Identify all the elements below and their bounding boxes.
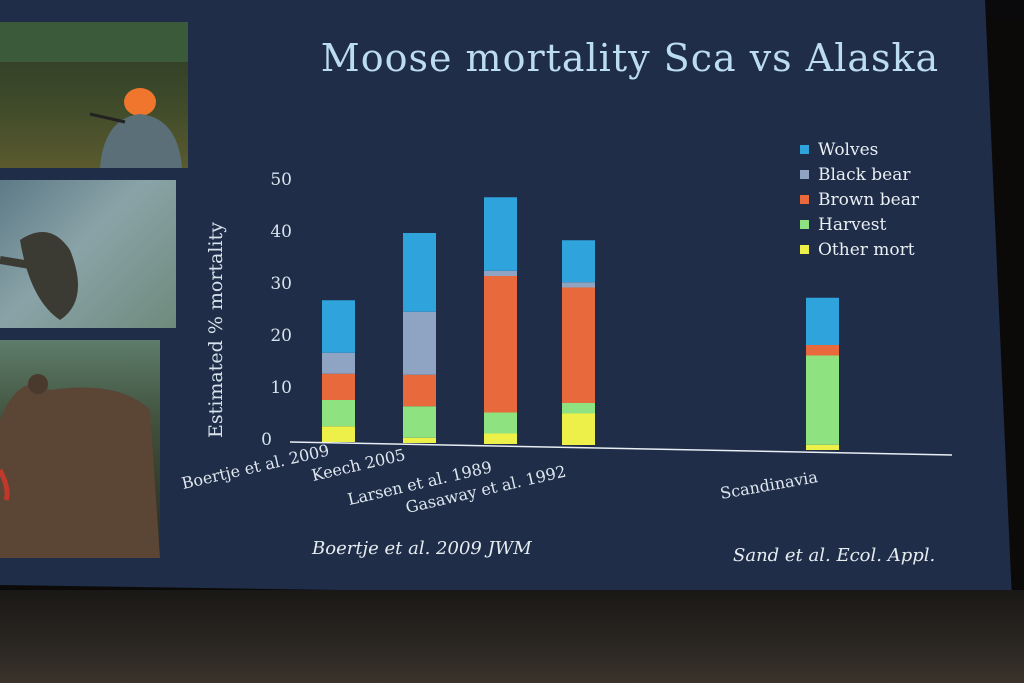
citation-left: Boertje et al. 2009 JWM	[312, 538, 532, 559]
x-axis-line	[289, 441, 953, 456]
bar-segment	[322, 373, 355, 400]
bar-segment	[562, 403, 595, 414]
photo-brown-bear	[0, 340, 160, 558]
bar-segment	[403, 406, 436, 438]
citation-right: Sand et al. Ecol. Appl.	[733, 545, 936, 566]
legend-label: Other mort	[818, 239, 915, 260]
bear-tree-illustration	[0, 232, 78, 320]
y-tick-label: 50	[270, 170, 292, 190]
slide-title: Moose mortality Sca vs Alaska	[320, 36, 940, 80]
chart-legend: Wolves Black bear Brown bear Harvest Oth…	[800, 137, 919, 262]
bar-segment	[806, 297, 839, 345]
y-tick-label: 20	[270, 326, 292, 346]
bar-segment	[403, 374, 436, 407]
legend-swatch	[800, 195, 809, 204]
bar-segment	[403, 233, 436, 312]
bar-segment	[403, 311, 436, 375]
y-tick-label: 30	[270, 274, 292, 294]
legend-label: Wolves	[818, 139, 879, 160]
bar-segment	[484, 412, 517, 434]
y-tick-label: 10	[270, 378, 292, 398]
bar-segment	[806, 355, 839, 445]
bar-group	[322, 197, 839, 450]
bar-segment	[403, 437, 436, 443]
legend-label: Brown bear	[818, 189, 919, 210]
legend-item-other-mort: Other mort	[800, 237, 919, 262]
hunter-illustration	[0, 22, 188, 168]
y-axis-label: Estimated % mortality	[205, 222, 227, 438]
legend-swatch	[800, 220, 809, 229]
bar-segment	[322, 426, 355, 442]
y-tick-label: 0	[261, 430, 272, 450]
bar-segment	[322, 352, 355, 374]
bar-segment	[484, 270, 517, 276]
bar-segment	[322, 400, 355, 427]
legend-label: Black bear	[818, 164, 911, 185]
bar-segment	[806, 444, 839, 450]
bar-segment	[562, 287, 595, 403]
legend-swatch	[800, 170, 809, 179]
bar-segment	[484, 276, 517, 413]
legend-label: Harvest	[818, 214, 887, 235]
bar-segment	[484, 433, 517, 444]
bar-segment	[484, 197, 517, 271]
bar-segment	[806, 345, 839, 356]
legend-swatch	[800, 145, 809, 154]
legend-item-brown-bear: Brown bear	[800, 187, 919, 212]
bar-segment	[562, 413, 595, 445]
photo-hunter	[0, 22, 188, 168]
room-floor	[0, 590, 1024, 683]
y-tick-label: 40	[270, 222, 292, 242]
bar-segment	[562, 240, 595, 283]
legend-item-wolves: Wolves	[800, 137, 919, 162]
legend-item-black-bear: Black bear	[800, 162, 919, 187]
bar-segment	[322, 300, 355, 353]
legend-item-harvest: Harvest	[800, 212, 919, 237]
legend-swatch	[800, 245, 809, 254]
bar-segment	[562, 282, 595, 288]
brown-bear-illustration	[0, 374, 160, 558]
photo-bear-in-tree	[0, 180, 176, 328]
